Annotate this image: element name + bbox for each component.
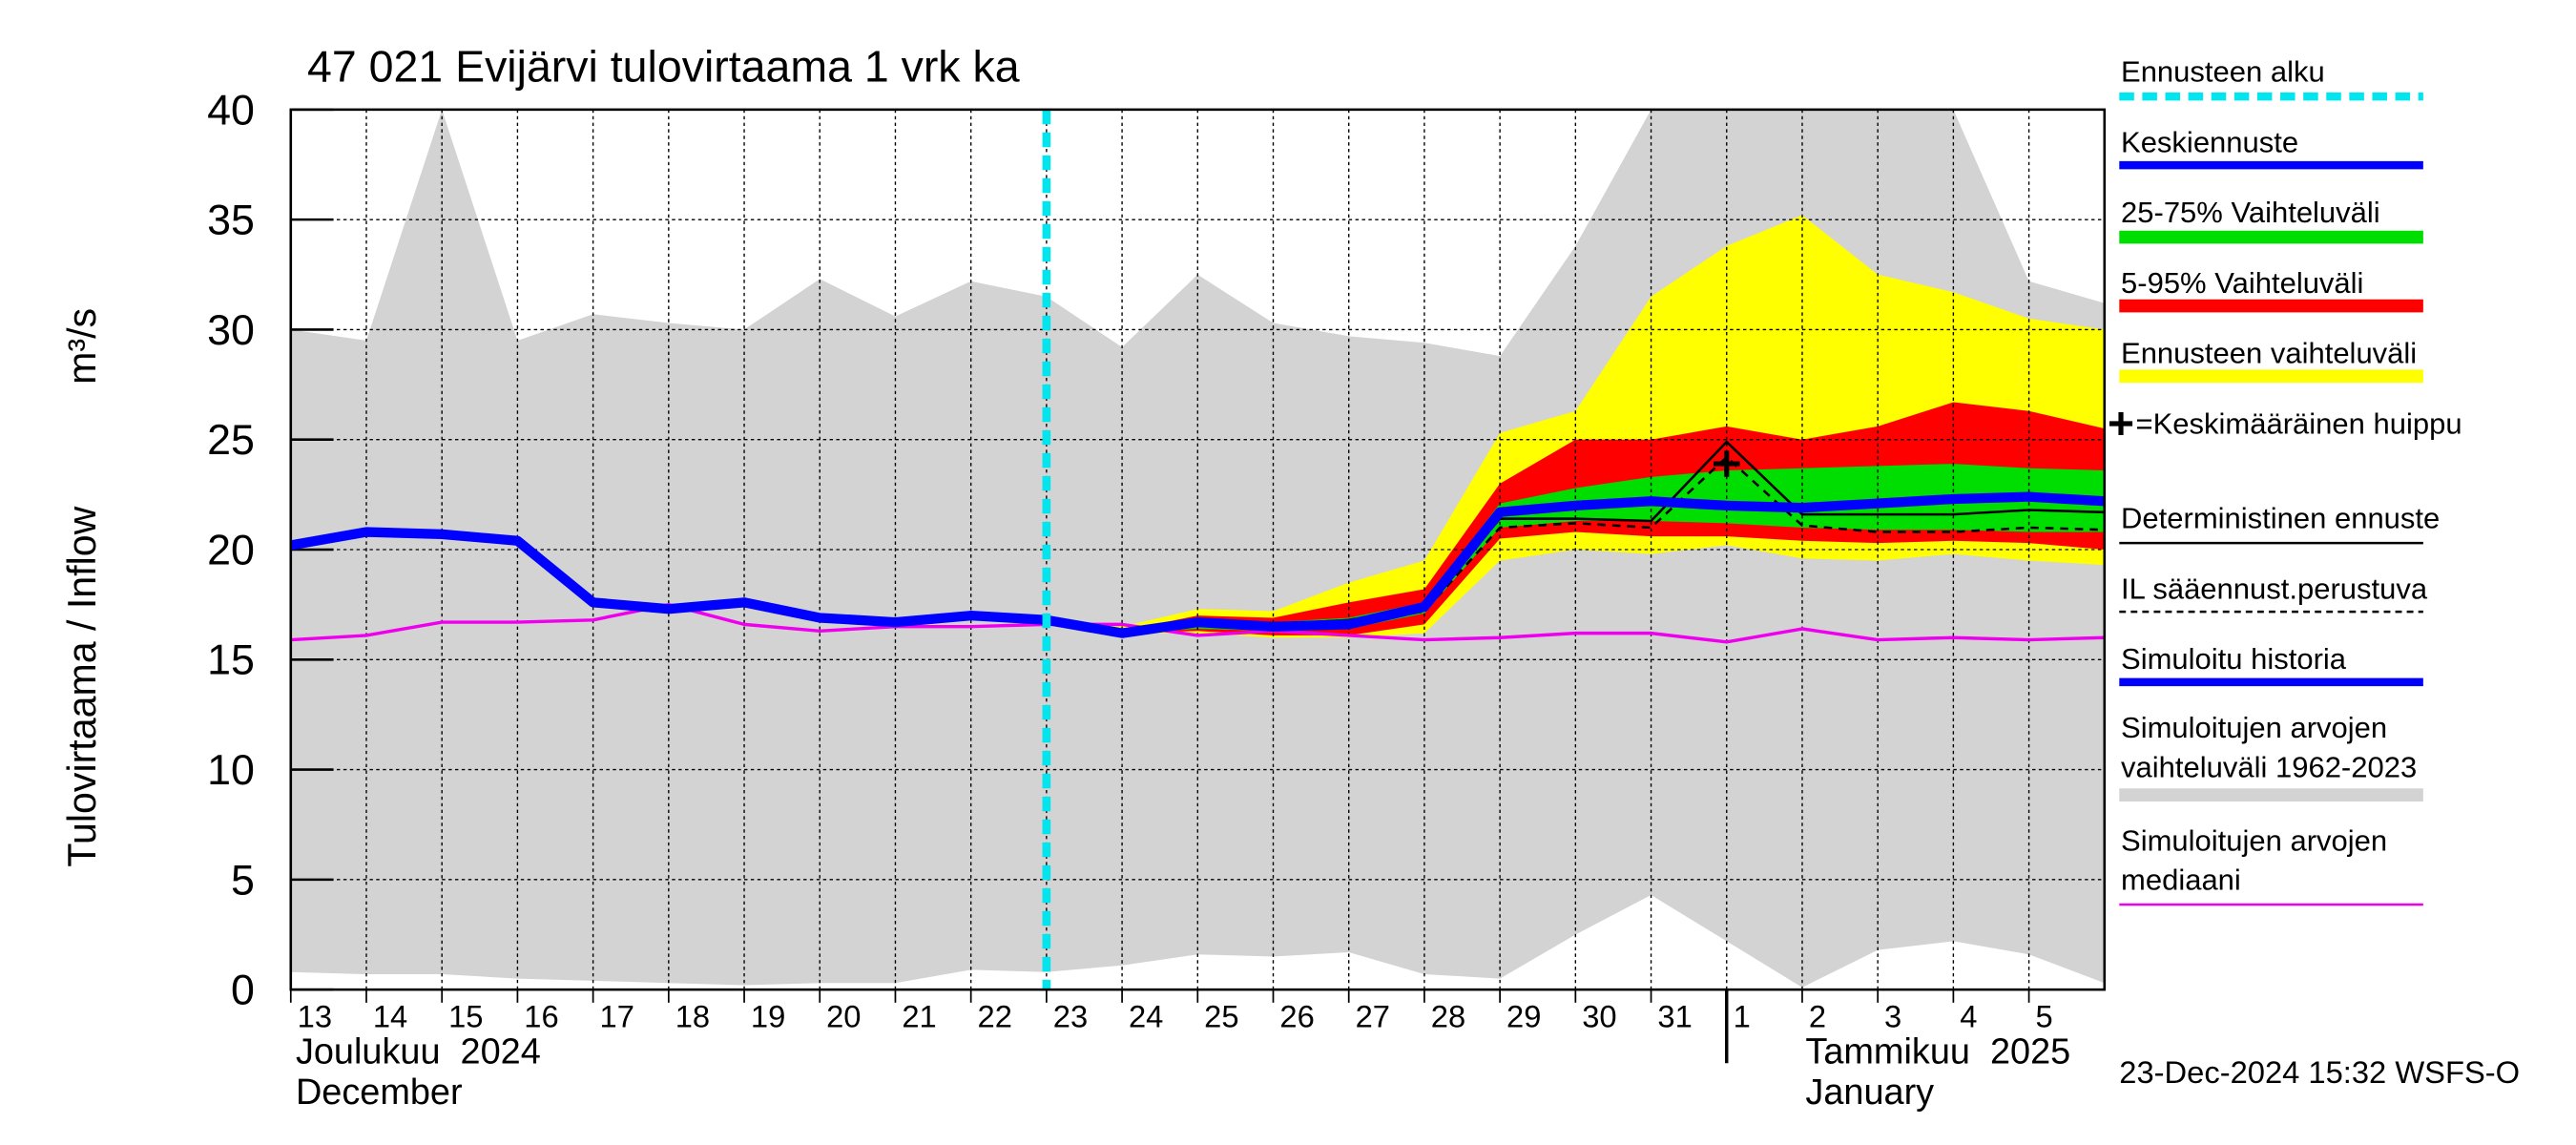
legend-label: Simuloitujen arvojen mediaani (2121, 824, 2388, 897)
plot-frame (289, 108, 2107, 991)
legend-label: IL sääennust.perustuva (2121, 572, 2428, 606)
legend-label: 25-75% Vaihteluväli (2121, 196, 2380, 229)
series-line (289, 527, 1048, 628)
x-tick-label: 24 (1129, 999, 1163, 1034)
x-tick-label: 25 (1204, 999, 1238, 1034)
legend-entry: Simuloitujen arvojen vaihteluväli 1962-2… (2121, 711, 2418, 784)
y-tick-label: 0 (231, 968, 255, 1014)
y-tick-label: 40 (207, 87, 255, 134)
legend-label: 5-95% Vaihteluväli (2121, 266, 2364, 300)
legend-label: Ennusteen alku (2121, 55, 2325, 89)
x-tick-label: 27 (1356, 999, 1390, 1034)
x-tick-label: 2 (1809, 999, 1826, 1034)
x-tick-label: 19 (751, 999, 785, 1034)
legend-entry: Simuloitujen arvojen mediaani (2121, 824, 2388, 897)
legend-entry: Deterministinen ennuste (2121, 502, 2441, 535)
series-line (1045, 491, 2106, 638)
x-tick-label: 13 (298, 999, 332, 1034)
x-tick-label: 30 (1582, 999, 1616, 1034)
legend-entry: Keskiennuste (2121, 126, 2299, 159)
legend-label: =Keskimääräinen huippu (2135, 406, 2462, 441)
month-label: Tammikuu 2025 (1805, 1031, 2070, 1072)
series-line (290, 602, 2105, 644)
month-label-en: January (1805, 1072, 1934, 1113)
x-tick-label: 22 (978, 999, 1012, 1034)
legend-label: Simuloitu historia (2121, 642, 2347, 676)
x-tick-label: 21 (902, 999, 936, 1034)
x-tick-label: 28 (1431, 999, 1465, 1034)
y-axis-label: Tulovirtaama / Inflow (60, 506, 104, 866)
legend-label: Ennusteen vaihteluväli (2121, 337, 2418, 370)
x-tick-label: 5 (2035, 999, 2052, 1034)
y-tick-label: 35 (207, 198, 255, 244)
y-tick-label: 30 (207, 307, 255, 354)
chart-title: 47 021 Evijärvi tulovirtaama 1 vrk ka (307, 42, 1020, 92)
y-tick-label: 5 (231, 857, 255, 904)
x-tick-label: 31 (1657, 999, 1692, 1034)
legend-entry: 25-75% Vaihteluväli (2121, 196, 2380, 229)
legend-entry: =Keskimääräinen huippu (2135, 406, 2462, 441)
peak-marker (1713, 450, 1740, 477)
legend-entry: Simuloitu historia (2121, 642, 2347, 676)
x-tick-label: 14 (373, 999, 407, 1034)
x-tick-label: 16 (524, 999, 558, 1034)
x-tick-label: 29 (1506, 999, 1541, 1034)
x-tick-label: 3 (1884, 999, 1901, 1034)
month-label-en: December (296, 1072, 463, 1113)
legend-label: Simuloitujen arvojen vaihteluväli 1962-2… (2121, 711, 2418, 784)
legend-label: Keskiennuste (2121, 126, 2299, 159)
timestamp: 23-Dec-2024 15:32 WSFS-O (2119, 1054, 2520, 1090)
legend-entry: IL sääennust.perustuva (2121, 572, 2428, 606)
legend-swatch (2109, 412, 2133, 435)
x-tick-label: 4 (1960, 999, 1977, 1034)
legend-entry: Ennusteen vaihteluväli (2121, 337, 2418, 370)
x-tick-label: 18 (675, 999, 710, 1034)
x-tick-label: 15 (448, 999, 483, 1034)
y-tick-label: 10 (207, 747, 255, 794)
y-tick-label: 15 (207, 637, 255, 684)
y-tick-label: 20 (207, 528, 255, 574)
month-label: Joulukuu 2024 (296, 1031, 541, 1072)
legend-entry: 5-95% Vaihteluväli (2121, 266, 2364, 300)
x-tick-label: 1 (1734, 999, 1751, 1034)
y-tick-label: 25 (207, 417, 255, 464)
x-tick-label: 20 (826, 999, 861, 1034)
legend-label: Deterministinen ennuste (2121, 502, 2441, 535)
legend: Ennusteen alku Keskiennuste 25-75% Vaihtel… (2109, 55, 2462, 906)
x-tick-label: 23 (1053, 999, 1088, 1034)
legend-entry: Ennusteen alku (2121, 55, 2325, 89)
x-tick-label: 26 (1279, 999, 1314, 1034)
y-axis-unit: m³/s (60, 308, 104, 385)
x-tick-label: 17 (600, 999, 634, 1034)
